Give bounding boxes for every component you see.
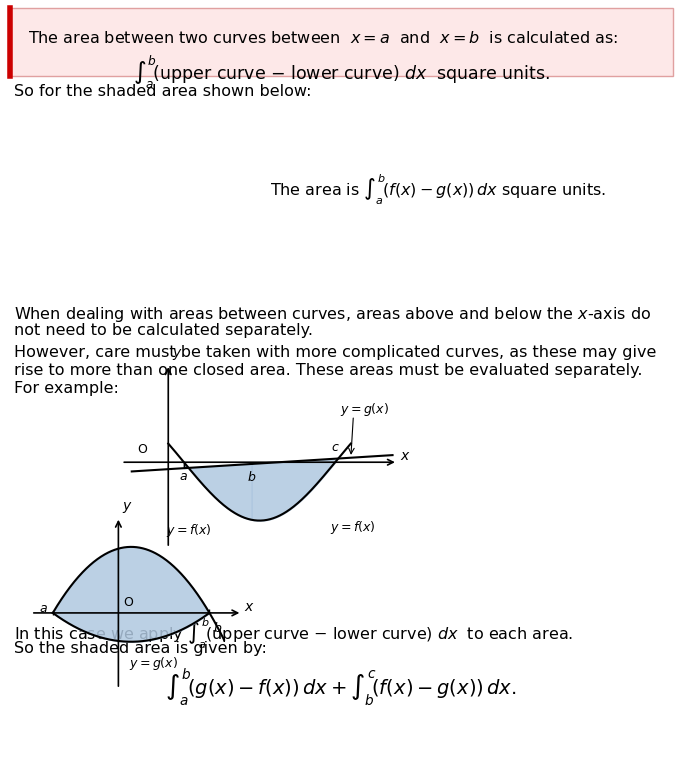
Text: not need to be calculated separately.: not need to be calculated separately. xyxy=(14,323,313,338)
Text: $a$: $a$ xyxy=(38,602,47,615)
FancyBboxPatch shape xyxy=(10,8,673,76)
Text: $b$: $b$ xyxy=(213,621,223,635)
Text: O: O xyxy=(123,596,133,609)
Text: $y=g(x)$: $y=g(x)$ xyxy=(129,655,178,672)
Text: The area between two curves between  $x=a$  and  $x=b$  is calculated as:: The area between two curves between $x=a… xyxy=(28,30,618,46)
Text: So the shaded area is given by:: So the shaded area is given by: xyxy=(14,641,267,656)
Text: However, care must be taken with more complicated curves, as these may give: However, care must be taken with more co… xyxy=(14,345,656,360)
Text: In this case we apply $\int_a^b\!$(upper curve $-$ lower curve) $dx$  to each ar: In this case we apply $\int_a^b\!$(upper… xyxy=(14,617,573,651)
Text: $y=f(x)$: $y=f(x)$ xyxy=(166,522,211,539)
Text: $y$: $y$ xyxy=(172,347,183,363)
Text: So for the shaded area shown below:: So for the shaded area shown below: xyxy=(14,84,311,99)
Text: For example:: For example: xyxy=(14,381,119,396)
Text: $\int_a^b\!$(upper curve $-$ lower curve) $dx$  square units.: $\int_a^b\!$(upper curve $-$ lower curve… xyxy=(133,54,550,91)
Text: O: O xyxy=(137,443,147,456)
Text: rise to more than one closed area. These areas must be evaluated separately.: rise to more than one closed area. These… xyxy=(14,363,643,378)
Text: $\int_a^b\!(g(x)-f(x))\,dx + \int_b^c\!(f(x)-g(x))\,dx.$: $\int_a^b\!(g(x)-f(x))\,dx + \int_b^c\!(… xyxy=(165,666,517,708)
Text: $b$: $b$ xyxy=(247,471,256,485)
Text: $a$: $a$ xyxy=(180,471,189,483)
Text: When dealing with areas between curves, areas above and below the $x$-axis do: When dealing with areas between curves, … xyxy=(14,305,651,324)
Text: $x$: $x$ xyxy=(244,600,255,614)
Text: $y=f(x)$: $y=f(x)$ xyxy=(330,519,376,536)
Text: $y$: $y$ xyxy=(122,500,133,515)
Text: $x$: $x$ xyxy=(400,449,411,463)
Text: $c$: $c$ xyxy=(331,441,339,454)
Text: The area is $\int_a^b\!(f(x)-g(x))\,dx$ square units.: The area is $\int_a^b\!(f(x)-g(x))\,dx$ … xyxy=(270,173,606,207)
Text: $y=g(x)$: $y=g(x)$ xyxy=(340,401,389,417)
